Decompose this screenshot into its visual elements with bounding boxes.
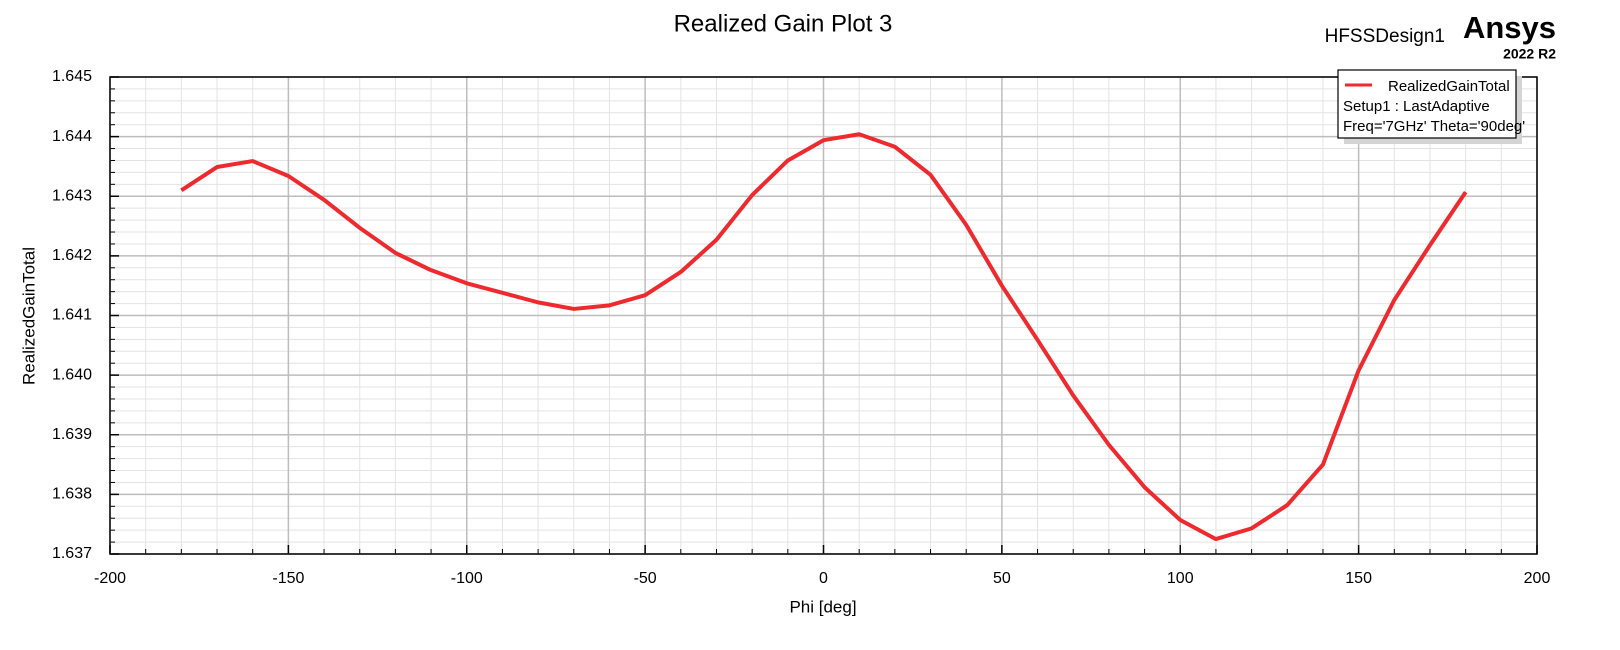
x-tick-label: 50 [993,570,1011,587]
y-tick-label: 1.640 [52,366,92,383]
x-tick-label: 150 [1345,570,1372,587]
legend: RealizedGainTotal Setup1 : LastAdaptive … [1337,69,1525,144]
plot-frame [109,76,1538,555]
y-tick-label: 1.642 [52,247,92,264]
x-tick-label: 200 [1524,570,1551,587]
y-tick-label: 1.643 [52,187,92,204]
y-tick-label: 1.638 [52,486,92,503]
grid [109,76,1538,555]
data-line [180,132,1468,542]
y-axis-label: RealizedGainTotal [19,247,38,385]
design-name: HFSSDesign1 [1325,26,1445,47]
y-tick-label: 1.637 [52,545,92,562]
x-tick-label: -200 [94,570,126,587]
chart-title: Realized Gain Plot 3 [674,10,893,37]
x-tick-label: -50 [634,570,657,587]
y-tick-label: 1.639 [52,426,92,443]
legend-label: RealizedGainTotal [1388,78,1510,95]
x-tick-label: -100 [451,570,483,587]
legend-params: Freq='7GHz' Theta='90deg' [1343,118,1525,135]
plot-area [180,132,1468,542]
x-tick-label: 100 [1167,570,1194,587]
brand: Ansys [1463,10,1556,45]
x-tick-label: -150 [272,570,304,587]
x-axis-label: Phi [deg] [789,597,856,616]
y-tick-label: 1.641 [52,307,92,324]
version: 2022 R2 [1503,46,1556,62]
y-tick-label: 1.644 [52,128,92,145]
y-tick-label: 1.645 [52,68,92,85]
legend-box [1337,69,1517,139]
x-tick-label: 0 [819,570,828,587]
legend-setup: Setup1 : LastAdaptive [1343,98,1490,115]
